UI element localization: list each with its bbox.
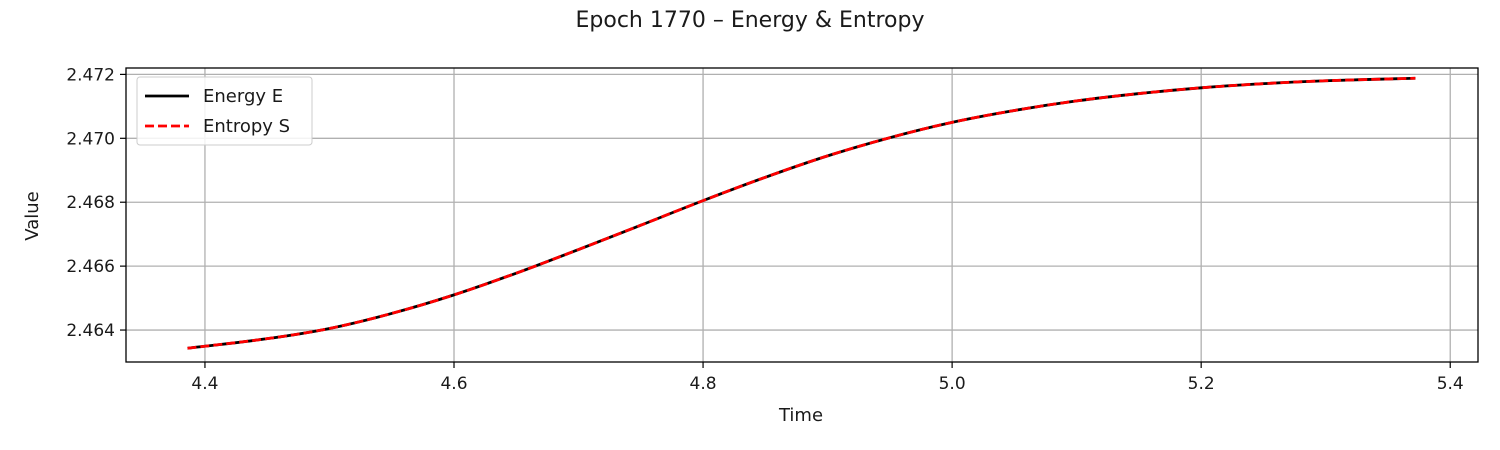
x-tick-label: 4.4 bbox=[191, 374, 218, 394]
y-tick-label: 2.464 bbox=[66, 321, 115, 341]
series-line-entropy bbox=[187, 76, 1416, 350]
chart-title: Epoch 1770 – Energy & Entropy bbox=[576, 8, 925, 33]
x-tick-label: 5.4 bbox=[1437, 374, 1464, 394]
legend: Energy E Entropy S bbox=[136, 76, 313, 146]
y-tick-label: 2.466 bbox=[66, 257, 115, 277]
x-tick-label: 4.6 bbox=[440, 374, 467, 394]
plot-lines bbox=[187, 76, 1416, 350]
legend-box bbox=[136, 76, 313, 146]
x-tick-label: 4.8 bbox=[690, 374, 717, 394]
x-axis-label: Time bbox=[778, 405, 823, 426]
y-tick-label: 2.470 bbox=[66, 129, 115, 149]
y-axis-label: Value bbox=[22, 191, 43, 240]
x-tick-label: 5.0 bbox=[939, 374, 966, 394]
y-tick-label: 2.468 bbox=[66, 193, 115, 213]
x-tick-label: 5.2 bbox=[1188, 374, 1215, 394]
y-tick-label: 2.472 bbox=[66, 65, 115, 85]
axis-ticks: 4.4 4.6 4.8 5.0 5.2 5.4 2.464 2.466 2.468 2.470 2.… bbox=[66, 65, 1463, 394]
series-line-energy bbox=[187, 76, 1416, 350]
legend-label-energy: Energy E bbox=[203, 86, 283, 107]
legend-label-entropy: Entropy S bbox=[203, 116, 290, 137]
grid bbox=[126, 68, 1478, 362]
plot-frame bbox=[125, 67, 1479, 363]
